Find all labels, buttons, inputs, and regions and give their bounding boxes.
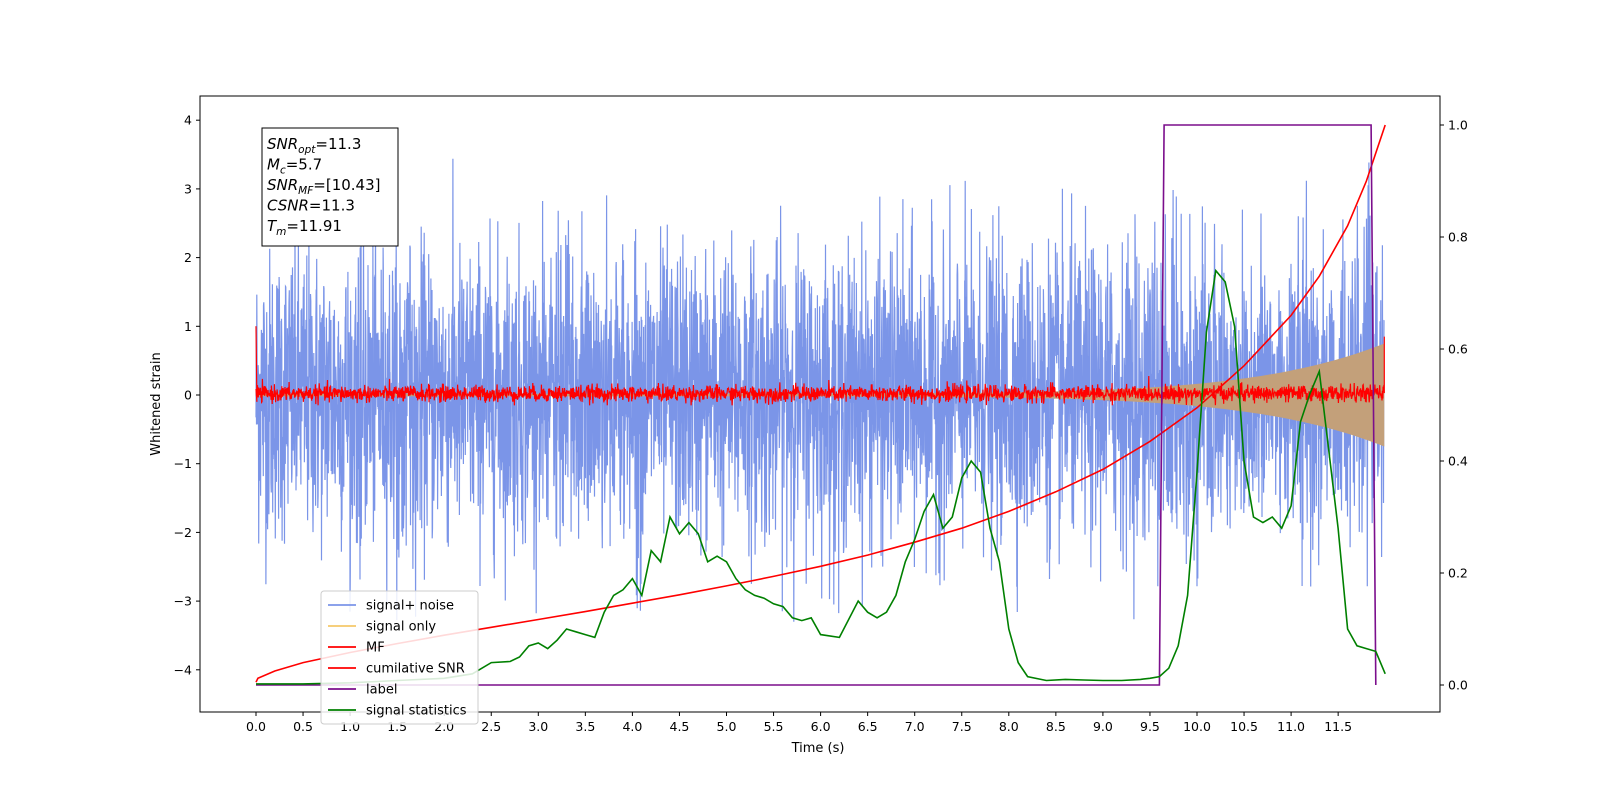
annotation-line: Mc=5.7 <box>267 156 322 177</box>
legend-entry: MF <box>366 641 385 656</box>
x-tick-label: 11.0 <box>1277 719 1305 734</box>
y2-tick-label: 1.0 <box>1448 118 1468 133</box>
x-tick-label: 8.0 <box>999 719 1019 734</box>
y2-tick-label: 0.8 <box>1448 230 1468 245</box>
x-tick-label: 8.5 <box>1046 719 1066 734</box>
y-tick-label: 4 <box>184 113 192 128</box>
legend-entry: cumilative SNR <box>366 662 465 677</box>
series-label <box>256 124 1377 686</box>
series-mf <box>255 326 1385 406</box>
legend-entry: signal only <box>366 620 436 635</box>
x-tick-label: 2.5 <box>481 719 501 734</box>
series-signal-noise <box>255 148 1385 622</box>
x-tick-label: 6.0 <box>811 719 831 734</box>
x-tick-label: 5.5 <box>764 719 784 734</box>
legend-entry: label <box>366 683 397 698</box>
x-tick-label: 10.0 <box>1183 719 1211 734</box>
y-tick-label: −3 <box>174 594 192 609</box>
x-tick-label: 9.0 <box>1093 719 1113 734</box>
series-signal-statistics <box>256 268 1386 685</box>
y-tick-label: −4 <box>174 662 192 677</box>
x-tick-label: 9.5 <box>1140 719 1160 734</box>
x-axis-label: Time (s) <box>791 741 845 756</box>
legend-entry: signal statistics <box>366 704 467 719</box>
y2-tick-label: 0.0 <box>1448 678 1468 693</box>
x-tick-label: 4.5 <box>670 719 690 734</box>
y-tick-label: 0 <box>184 388 192 403</box>
x-tick-label: 3.0 <box>528 719 548 734</box>
y-tick-label: −2 <box>174 525 192 540</box>
x-tick-label: 6.5 <box>858 719 878 734</box>
y-tick-label: 2 <box>184 250 192 265</box>
x-tick-label: 10.5 <box>1230 719 1258 734</box>
y-axis-right: 1.0 0.8 0.6 0.4 0.2 0.0 <box>1440 118 1468 693</box>
y-axis-left: 4 3 2 1 0 −1 −2 −3 −4 <box>174 113 200 677</box>
y2-tick-label: 0.2 <box>1448 566 1468 581</box>
y-tick-label: −1 <box>174 456 192 471</box>
y-axis-label: Whitened strain <box>149 352 164 455</box>
axes-frame <box>199 95 1441 713</box>
legend-entry: signal+ noise <box>366 599 454 614</box>
y-tick-label: 1 <box>184 319 192 334</box>
annotation-line: SNRMF=[10.43] <box>267 176 381 197</box>
annotation-line: SNRopt=11.3 <box>267 135 361 156</box>
y2-tick-label: 0.4 <box>1448 454 1468 469</box>
x-tick-label: 7.5 <box>952 719 972 734</box>
x-tick-label: 0.5 <box>293 719 313 734</box>
x-tick-label: 4.0 <box>622 719 642 734</box>
x-tick-label: 3.5 <box>575 719 595 734</box>
y2-tick-label: 0.6 <box>1448 342 1468 357</box>
x-tick-label: 7.0 <box>905 719 925 734</box>
legend: signal+ noise signal only MF cumilative SNR… <box>320 590 479 725</box>
y-tick-label: 3 <box>184 181 192 196</box>
annotation-line: CSNR=11.3 <box>267 197 355 215</box>
x-tick-label: 0.0 <box>246 719 266 734</box>
x-tick-label: 5.0 <box>717 719 737 734</box>
x-tick-label: 11.5 <box>1324 719 1352 734</box>
annotation-line: Tm=11.91 <box>267 217 342 238</box>
